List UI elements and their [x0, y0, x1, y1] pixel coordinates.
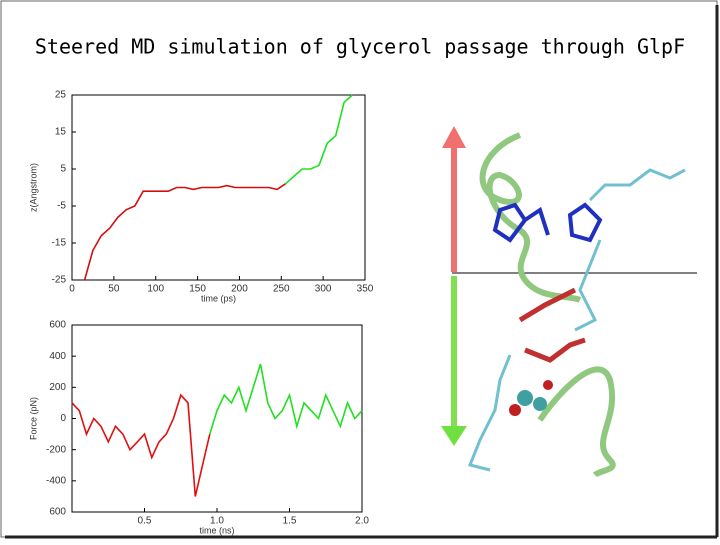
y-tick-label: -15 — [52, 238, 67, 249]
x-tick-label: 150 — [189, 284, 206, 295]
y-tick-label: 600 — [49, 320, 66, 331]
series-line — [284, 94, 353, 185]
residue-blue — [492, 202, 603, 243]
y-axis-label: z(Angstrom) — [28, 163, 38, 212]
arrow-up-head — [442, 126, 466, 148]
molecule-image — [441, 126, 697, 478]
helix-ribbon — [479, 132, 582, 303]
y-tick-label: 5 — [60, 164, 66, 175]
series-line — [83, 183, 286, 281]
x-tick-label: 350 — [357, 284, 374, 295]
glycerol — [509, 404, 521, 416]
x-axis-label: time (ps) — [201, 293, 236, 303]
slide-title: Steered MD simulation of glycerol passag… — [35, 35, 685, 59]
y-tick-label: 200 — [49, 382, 66, 393]
plot-frame — [71, 94, 366, 281]
y-tick-label: 400 — [49, 351, 66, 362]
series-line — [209, 363, 363, 435]
y-tick-label: 600 — [49, 507, 66, 518]
helix-ribbon — [537, 366, 616, 478]
residue-red — [518, 287, 586, 363]
x-axis-label: time (ns) — [199, 525, 234, 535]
x-tick-label: 1.0 — [210, 516, 224, 527]
x-tick-label: 0.5 — [138, 516, 152, 527]
series-line — [71, 393, 211, 497]
y-tick-label: -5 — [57, 201, 66, 212]
y-tick-label: -400 — [46, 475, 66, 486]
y-tick-label: 25 — [55, 90, 67, 101]
x-tick-label: 50 — [108, 284, 120, 295]
x-tick-label: 100 — [147, 284, 164, 295]
residue-cyan — [467, 168, 686, 472]
y-axis-label: Force (pN) — [28, 397, 38, 440]
arrow-down-head — [441, 426, 467, 446]
y-tick-label: -200 — [46, 444, 66, 455]
glycerol — [533, 397, 547, 411]
x-tick-label: 2.0 — [355, 516, 369, 527]
x-tick-label: 0 — [69, 284, 75, 295]
x-tick-label: 250 — [273, 284, 290, 295]
y-tick-label: 15 — [55, 127, 67, 138]
x-tick-label: 200 — [231, 284, 248, 295]
glycerol — [543, 380, 553, 390]
y-tick-label: 0 — [60, 413, 66, 424]
x-tick-label: 1.5 — [283, 516, 297, 527]
glycerol — [517, 390, 533, 406]
x-tick-label: 300 — [315, 284, 332, 295]
y-tick-label: -25 — [52, 275, 67, 286]
